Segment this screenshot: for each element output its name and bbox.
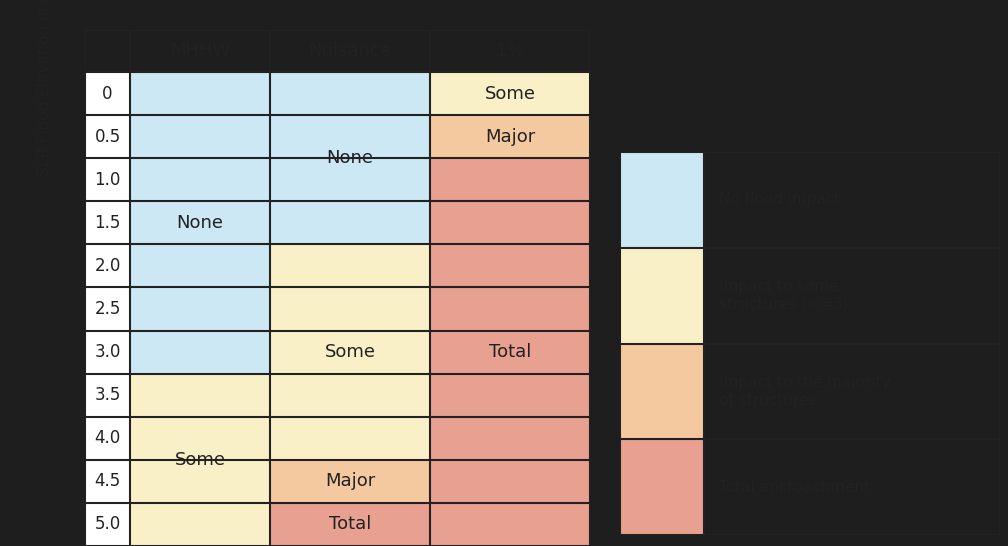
Bar	[270, 245, 430, 460]
Text: 3.0: 3.0	[95, 343, 121, 361]
Text: 4.0: 4.0	[95, 429, 121, 447]
Bar	[130, 72, 270, 373]
Text: Nuisance: Nuisance	[308, 42, 391, 60]
Text: 1.5: 1.5	[95, 214, 121, 232]
Text: SLR Flood Elevation in Feet: SLR Flood Elevation in Feet	[37, 0, 52, 176]
Text: Major: Major	[485, 128, 535, 146]
Bar	[430, 158, 590, 546]
Bar	[270, 72, 430, 245]
Text: Major: Major	[325, 472, 375, 490]
Text: 3.5: 3.5	[95, 386, 121, 404]
Text: Some: Some	[325, 343, 376, 361]
Text: 2.5: 2.5	[95, 300, 121, 318]
Text: Impact to some
structures (<=3): Impact to some structures (<=3)	[719, 280, 849, 312]
Bar	[620, 440, 704, 535]
Text: Total: Total	[489, 343, 531, 361]
Text: Total: Total	[329, 515, 371, 533]
Text: None: None	[327, 149, 374, 167]
Text: Some: Some	[174, 451, 226, 469]
Bar	[130, 373, 270, 546]
Text: No flood impact: No flood impact	[719, 192, 841, 207]
Bar	[620, 152, 704, 248]
Text: 4.5: 4.5	[95, 472, 121, 490]
Text: MHHW: MHHW	[170, 42, 230, 60]
Text: Some: Some	[485, 85, 535, 103]
Bar	[270, 460, 430, 503]
Text: Total encroachment: Total encroachment	[719, 480, 870, 495]
Bar	[430, 72, 590, 115]
Bar	[430, 115, 590, 158]
Text: 5.0: 5.0	[95, 515, 121, 533]
Text: 0.5: 0.5	[95, 128, 121, 146]
Text: 0: 0	[102, 85, 113, 103]
Bar	[85, 72, 130, 546]
Bar	[270, 503, 430, 546]
Text: 1.0: 1.0	[95, 171, 121, 189]
Text: 2.0: 2.0	[95, 257, 121, 275]
Bar	[620, 343, 704, 440]
Text: None: None	[176, 214, 224, 232]
Text: 1%: 1%	[496, 42, 524, 60]
Text: Impact to the majority
of structures: Impact to the majority of structures	[719, 375, 890, 408]
Bar	[620, 248, 704, 343]
